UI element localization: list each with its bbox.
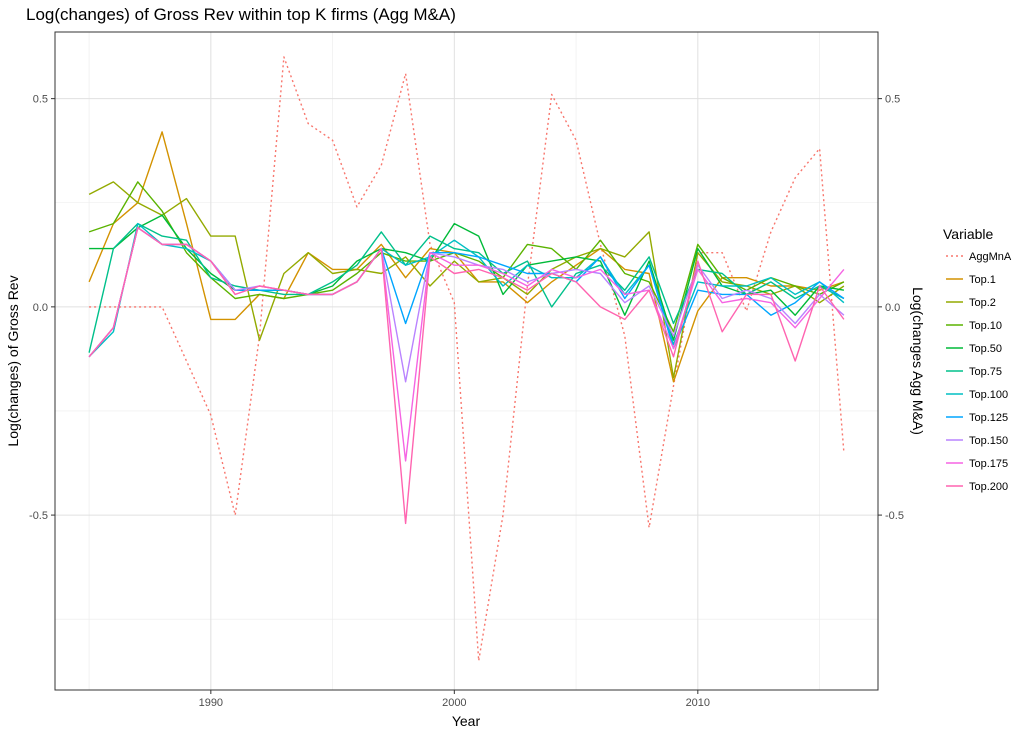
x-tick-label: 2000 [442,697,466,709]
series-line-top-75 [88,222,845,353]
legend-label-aggmna: AggMnA [969,251,1012,263]
legend-label-top-200: Top.200 [969,481,1008,493]
y-tick-label: 0.5 [33,94,48,106]
legend-label-top-100: Top.100 [969,389,1008,401]
series-line-top-1 [88,131,845,383]
series-line-top-200 [88,226,845,525]
x-tick-label: 2010 [686,697,710,709]
chart-title: Log(changes) of Gross Rev within top K f… [26,5,456,24]
y-tick-label: -0.5 [29,510,48,522]
y-axis-title: Log(changes) of Gross Rev [5,275,21,446]
y2-tick-label: -0.5 [885,510,904,522]
legend-label-top-125: Top.125 [969,412,1008,424]
legend-label-top-10: Top.10 [969,320,1002,332]
series-line-top-50 [89,214,845,341]
legend-label-top-75: Top.75 [969,366,1002,378]
y2-tick-label: 0.0 [885,302,900,314]
y2-axis-title: Log(changes Agg M&A) [910,287,926,435]
y-axis-right: -0.5 0.0 0.5 [878,94,904,522]
legend: Variable AggMnA Top.1 Top.2 Top.10 Top.50 Top… [943,226,1012,493]
y2-tick-label: 0.5 [885,94,900,106]
series-lines [88,56,845,662]
legend-label-top-1: Top.1 [969,274,996,286]
y-tick-label: 0.0 [33,302,48,314]
plot-panel-border [54,31,879,691]
legend-label-top-2: Top.2 [969,297,996,309]
y-axis-left: -0.5 0.0 0.5 [29,94,55,522]
legend-title: Variable [943,226,994,242]
x-axis: 1990 2000 2010 [199,690,710,709]
legend-label-top-150: Top.150 [969,435,1008,447]
legend-label-top-50: Top.50 [969,343,1002,355]
legend-label-top-175: Top.175 [969,458,1008,470]
series-line-aggmna [89,56,845,662]
grid-lines [55,32,878,690]
x-axis-title: Year [452,713,481,729]
x-tick-label: 1990 [199,697,223,709]
